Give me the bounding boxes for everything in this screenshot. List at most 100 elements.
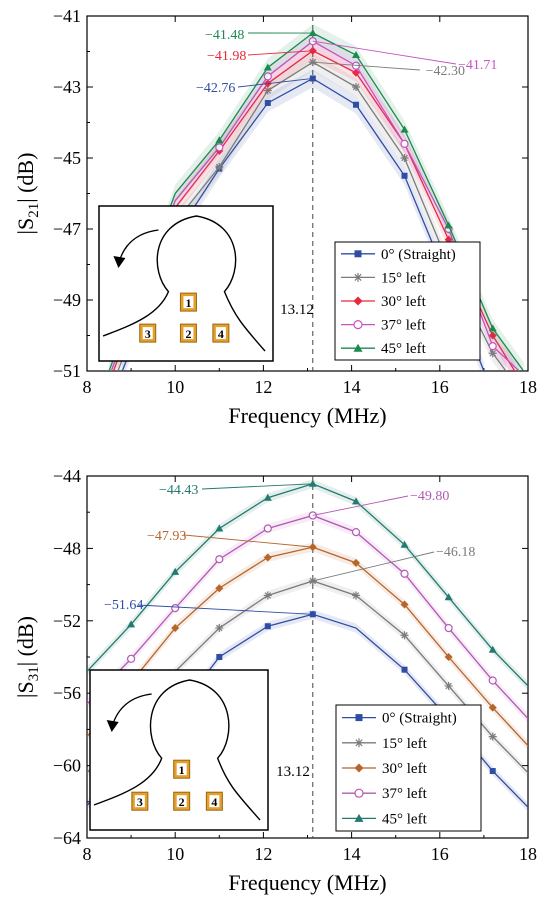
peak-value-label: −46.18 <box>436 545 475 560</box>
body-outline-icon <box>102 215 266 352</box>
data-point <box>488 645 497 653</box>
data-point <box>264 623 271 630</box>
y-axis-label-tail: | (dB) <box>13 153 38 203</box>
legend-label: 45° left <box>382 811 428 827</box>
peak-annotation: −49.80 <box>312 489 449 516</box>
data-point <box>308 479 317 487</box>
legend-marker <box>355 714 363 722</box>
legend-label: 45° left <box>381 341 427 357</box>
antenna-label-bg <box>183 327 194 340</box>
legend-item: 45° left <box>342 811 428 827</box>
y-tick-label: −41 <box>53 6 81 26</box>
legend-marker <box>353 296 363 306</box>
legend-marker <box>353 343 363 352</box>
data-point <box>444 593 453 601</box>
data-point <box>400 139 409 148</box>
peak-value-label: −41.71 <box>458 58 497 73</box>
peak-leader-line <box>137 604 313 615</box>
legend-item: 0° (Straight) <box>341 247 456 263</box>
y-tick-label: −43 <box>53 77 81 97</box>
antenna-label-bg <box>176 795 187 808</box>
legend-label: 0° (Straight) <box>382 711 457 727</box>
data-point <box>308 29 317 37</box>
antenna-label-bg <box>215 327 226 340</box>
center-frequency-label: 13.12 <box>280 302 314 318</box>
y-axis-label: |S21| (dB) <box>13 153 42 235</box>
x-tick-label: 12 <box>254 844 272 864</box>
data-point <box>401 172 408 179</box>
x-axis-label: Frequency (MHz) <box>228 870 386 895</box>
antenna-number: 4 <box>218 327 224 341</box>
y-tick-label: −49 <box>53 290 81 310</box>
peak-leader-line <box>201 483 313 490</box>
antenna-label-bg <box>209 795 220 808</box>
peak-value-label: −49.80 <box>410 489 449 504</box>
antenna-element: 4 <box>212 323 230 343</box>
data-point <box>215 524 224 532</box>
peak-annotation: −42.30 <box>312 61 465 79</box>
data-point <box>488 331 497 340</box>
series-band <box>87 576 528 778</box>
peak-annotation: −44.43 <box>159 483 313 498</box>
y-tick-label: −45 <box>53 148 81 168</box>
peak-value-label: −41.98 <box>207 49 246 64</box>
legend: 0° (Straight) 15° left 30° left 37° left 45°… <box>335 704 482 832</box>
peak-leader-line <box>237 78 313 88</box>
peak-leader-line <box>312 551 435 582</box>
data-point <box>127 654 136 663</box>
antenna-number: 1 <box>185 296 191 310</box>
legend-marker <box>354 813 364 822</box>
data-point <box>215 584 224 593</box>
data-point <box>352 68 361 77</box>
legend-item: 37° left <box>341 318 427 334</box>
data-point <box>488 342 497 351</box>
series-band <box>113 41 515 371</box>
data-point <box>127 620 136 628</box>
antenna-element: 1 <box>173 759 191 779</box>
data-point <box>401 666 408 673</box>
data-point <box>263 591 272 600</box>
y-tick-label: −56 <box>53 683 81 703</box>
antenna-label-bg <box>134 795 145 808</box>
peak-leader-line <box>247 50 313 56</box>
data-point <box>215 143 224 152</box>
data-point <box>488 324 497 332</box>
data-point <box>489 768 496 775</box>
data-point <box>263 86 272 95</box>
antenna-number: 2 <box>185 327 191 341</box>
data-point <box>171 567 180 575</box>
data-point <box>351 528 361 537</box>
x-tick-label: 12 <box>254 377 272 397</box>
data-point <box>352 51 361 59</box>
data-point <box>444 681 453 690</box>
data-point <box>352 497 361 505</box>
data-point <box>444 653 453 661</box>
inset-diagram: 1 3 2 4 <box>98 205 274 362</box>
y-tick-label: −64 <box>53 828 81 848</box>
peak-value-label: −42.30 <box>426 64 465 79</box>
legend-label: 15° left <box>381 270 427 286</box>
x-tick-label: 18 <box>519 377 537 397</box>
data-point <box>400 540 409 548</box>
data-point <box>488 703 497 712</box>
peak-leader-line <box>312 61 421 71</box>
data-point <box>171 624 180 633</box>
antenna-number: 1 <box>179 763 185 777</box>
data-point <box>215 624 224 633</box>
body-outline-icon <box>93 679 261 821</box>
legend-label: 37° left <box>382 786 428 802</box>
data-point <box>263 524 272 533</box>
antenna-number: 4 <box>211 795 217 809</box>
legend-item: 15° left <box>341 270 427 286</box>
data-point <box>216 654 223 660</box>
antenna-number: 3 <box>137 795 143 809</box>
x-tick-label: 14 <box>343 844 361 864</box>
data-point <box>400 569 409 578</box>
y-axis-label-main: |S <box>13 218 38 235</box>
y-tick-label: −60 <box>53 756 81 776</box>
legend-item: 45° left <box>341 341 427 357</box>
legend-label: 37° left <box>381 318 427 334</box>
peak-leader-line <box>183 534 313 548</box>
antenna-element: 3 <box>139 323 157 343</box>
